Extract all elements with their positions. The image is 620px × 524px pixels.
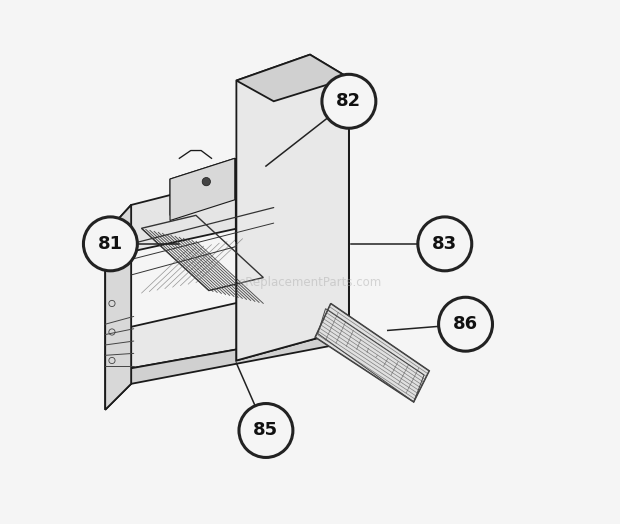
Polygon shape [273,169,349,342]
Circle shape [418,217,472,271]
Circle shape [202,178,210,186]
Polygon shape [236,54,349,361]
Text: 86: 86 [453,315,478,333]
Polygon shape [170,158,235,215]
Circle shape [239,403,293,457]
Circle shape [322,74,376,128]
Polygon shape [105,327,131,410]
Circle shape [438,297,492,351]
Polygon shape [131,278,349,368]
Polygon shape [170,158,235,221]
Polygon shape [131,330,349,384]
Polygon shape [236,54,349,101]
Text: 85: 85 [254,421,278,440]
Text: 82: 82 [336,92,361,110]
Text: eReplacementParts.com: eReplacementParts.com [238,276,382,289]
Text: 81: 81 [98,235,123,253]
Circle shape [84,217,138,271]
Polygon shape [131,169,273,252]
Polygon shape [105,205,131,410]
Text: 83: 83 [432,235,458,253]
Polygon shape [315,303,429,402]
Polygon shape [105,205,131,355]
Polygon shape [236,179,349,361]
